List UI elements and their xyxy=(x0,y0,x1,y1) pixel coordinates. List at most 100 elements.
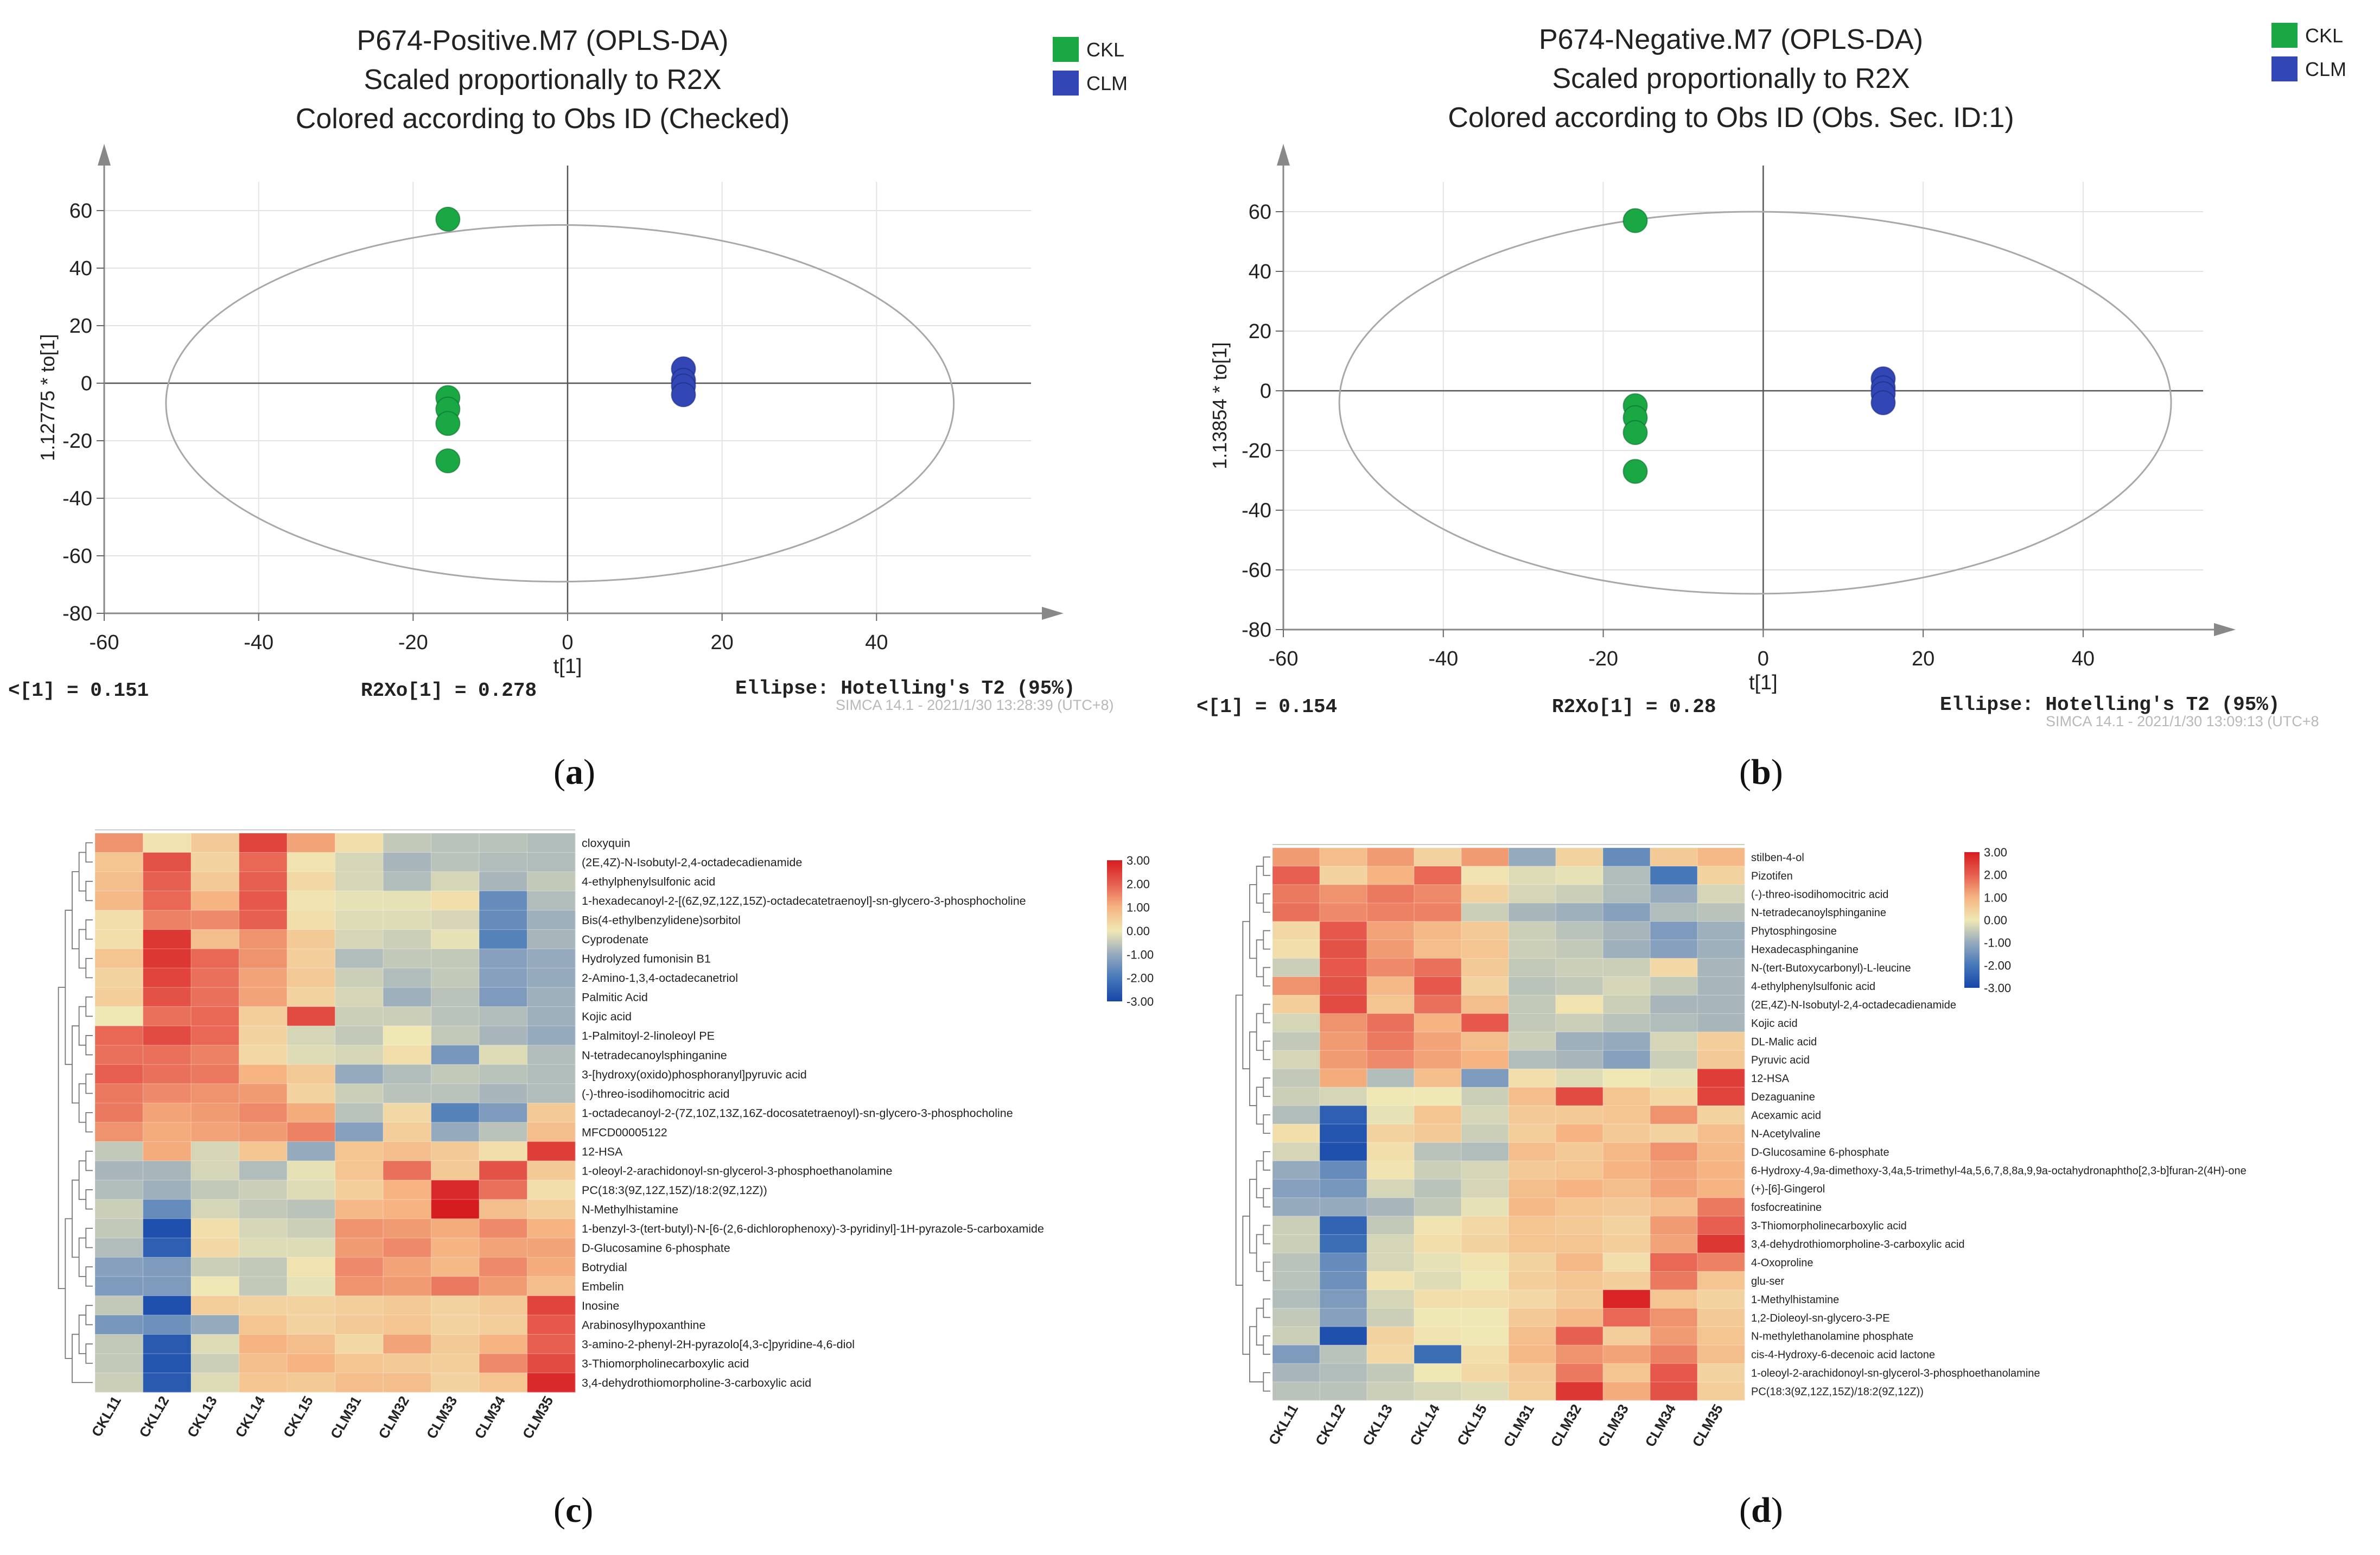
heatmap-cell xyxy=(1367,1290,1415,1309)
heatmap-cell xyxy=(1461,1253,1509,1272)
heatmap-cell xyxy=(191,1083,239,1103)
row-label: 3,4-dehydrothiomorpholine-3-carboxylic a… xyxy=(1751,1239,1965,1251)
heatmap-cell xyxy=(383,1373,431,1393)
heatmap-cell xyxy=(1272,1179,1320,1198)
heatmap-cell xyxy=(1650,958,1698,978)
dendrogram-branch xyxy=(85,1343,93,1364)
heatmap-cell xyxy=(239,1334,288,1354)
column-label: CLM33 xyxy=(1594,1401,1632,1450)
heatmap-cell xyxy=(1272,1050,1320,1069)
heatmap-cell xyxy=(1272,1087,1320,1106)
heatmap-cell xyxy=(479,1218,527,1239)
heatmap-cell xyxy=(1367,995,1415,1014)
heatmap-cell xyxy=(287,1064,335,1084)
heatmap-cell xyxy=(1650,921,1698,941)
heatmap-cell xyxy=(1414,1253,1462,1272)
column-label: CKL14 xyxy=(1407,1401,1443,1449)
heatmap-cell xyxy=(1556,1308,1603,1327)
heatmap-cell xyxy=(191,1199,239,1219)
heatmap-cell xyxy=(1697,1160,1745,1180)
heatmap-cell xyxy=(1367,1013,1415,1032)
heatmap-cell xyxy=(143,1026,192,1046)
heatmap-cell xyxy=(1461,958,1509,978)
heatmap-cell xyxy=(1556,848,1603,867)
heatmap-cell xyxy=(1697,1032,1745,1051)
dendrogram-branch xyxy=(65,1218,72,1359)
dendrogram-branch xyxy=(1263,893,1270,913)
heatmap-cell xyxy=(1509,940,1556,959)
dendrogram-branch xyxy=(1263,1114,1270,1134)
heatmap-negative: stilben-4-ol Pizotifen (-)-threo-isodihomo… xyxy=(1235,844,2247,1450)
heatmap-cell xyxy=(1414,1013,1462,1032)
heatmap-cell xyxy=(527,1218,576,1239)
heatmap-cell xyxy=(335,1218,384,1239)
heatmap-cell xyxy=(1556,1106,1603,1125)
heatmap-cell xyxy=(95,987,143,1007)
heatmap-cell xyxy=(1603,1253,1651,1272)
heatmap-cell xyxy=(1650,1382,1698,1401)
heatmap-cell xyxy=(239,1315,288,1335)
heatmap-cell xyxy=(1509,1290,1556,1309)
heatmap-cell xyxy=(1272,1382,1320,1401)
x-tick-label: -60 xyxy=(1269,648,1299,670)
heatmap-cell xyxy=(1697,940,1745,959)
heatmap-cell xyxy=(1320,1290,1367,1309)
heatmap-cell xyxy=(1556,1363,1603,1382)
heatmap-cell xyxy=(239,1237,288,1258)
heatmap-cell xyxy=(143,1180,192,1200)
heatmap-cell xyxy=(1461,1271,1509,1290)
point-ckl xyxy=(1622,459,1648,484)
heatmap-cell xyxy=(431,872,480,892)
heatmap-cell xyxy=(383,1218,431,1239)
heatmap-cell xyxy=(1509,1363,1556,1382)
heatmap-cell xyxy=(335,910,384,930)
row-label: (2E,4Z)-N-Isobutyl-2,4-octadecadienamide xyxy=(1751,999,1956,1011)
heatmap-cell xyxy=(239,910,288,930)
row-label: (2E,4Z)-N-Isobutyl-2,4-octadecadienamide xyxy=(582,856,802,869)
heatmap-cell xyxy=(1697,1382,1745,1401)
heatmap-cell xyxy=(1272,1216,1320,1235)
heatmap-cell xyxy=(95,1296,143,1316)
heatmap-cell xyxy=(1603,1308,1651,1327)
row-label: 4-Oxoproline xyxy=(1751,1257,1813,1269)
heatmap-cell xyxy=(1367,1050,1415,1069)
heatmap-cell xyxy=(239,1103,288,1123)
heatmap-cell xyxy=(1650,1160,1698,1180)
x-tick-label: -60 xyxy=(90,631,119,654)
heatmap-cell xyxy=(383,1122,431,1142)
heatmap-cell xyxy=(335,1373,384,1393)
column-label: CLM35 xyxy=(1689,1401,1726,1450)
dendrogram-branch xyxy=(78,852,86,892)
colorbar-tick-label: 1.00 xyxy=(1984,891,2007,904)
heatmap-cell xyxy=(1272,1197,1320,1217)
heatmap-cell xyxy=(527,929,576,949)
heatmap-cell xyxy=(95,833,143,853)
heatmap-cell xyxy=(1461,1087,1509,1106)
heatmap-cell xyxy=(1509,1160,1556,1180)
heatmap-cell xyxy=(1556,1069,1603,1088)
heatmap-cell xyxy=(143,852,192,872)
colorbar-tick-label: 2.00 xyxy=(1984,868,2007,882)
heatmap-cell xyxy=(1556,995,1603,1014)
heatmap-cell xyxy=(1461,1142,1509,1162)
heatmap-cell xyxy=(1603,1142,1651,1162)
heatmap-cell xyxy=(1320,976,1367,995)
row-label: 2-Amino-1,3,4-octadecanetriol xyxy=(582,972,738,985)
heatmap-cell xyxy=(95,1160,143,1180)
heatmap-cell xyxy=(1603,1216,1651,1235)
heatmap-cell xyxy=(431,1353,480,1373)
heatmap-cell xyxy=(1603,1234,1651,1254)
heatmap-cell xyxy=(431,1276,480,1296)
heatmap-cell xyxy=(479,1141,527,1162)
heatmap-cell xyxy=(95,1006,143,1026)
heatmap-cell xyxy=(191,949,239,969)
heatmap-cell xyxy=(1556,866,1603,885)
chart-title-line: P674-Negative.M7 (OPLS-DA) xyxy=(1539,24,1923,55)
heatmap-cell xyxy=(1367,1308,1415,1327)
heatmap-cell xyxy=(479,1083,527,1103)
y-axis-arrow xyxy=(1277,144,1290,166)
heatmap-cell xyxy=(191,833,239,853)
heatmap-cell xyxy=(1697,1013,1745,1032)
heatmap-cell xyxy=(383,1237,431,1258)
heatmap-cell xyxy=(527,987,576,1007)
